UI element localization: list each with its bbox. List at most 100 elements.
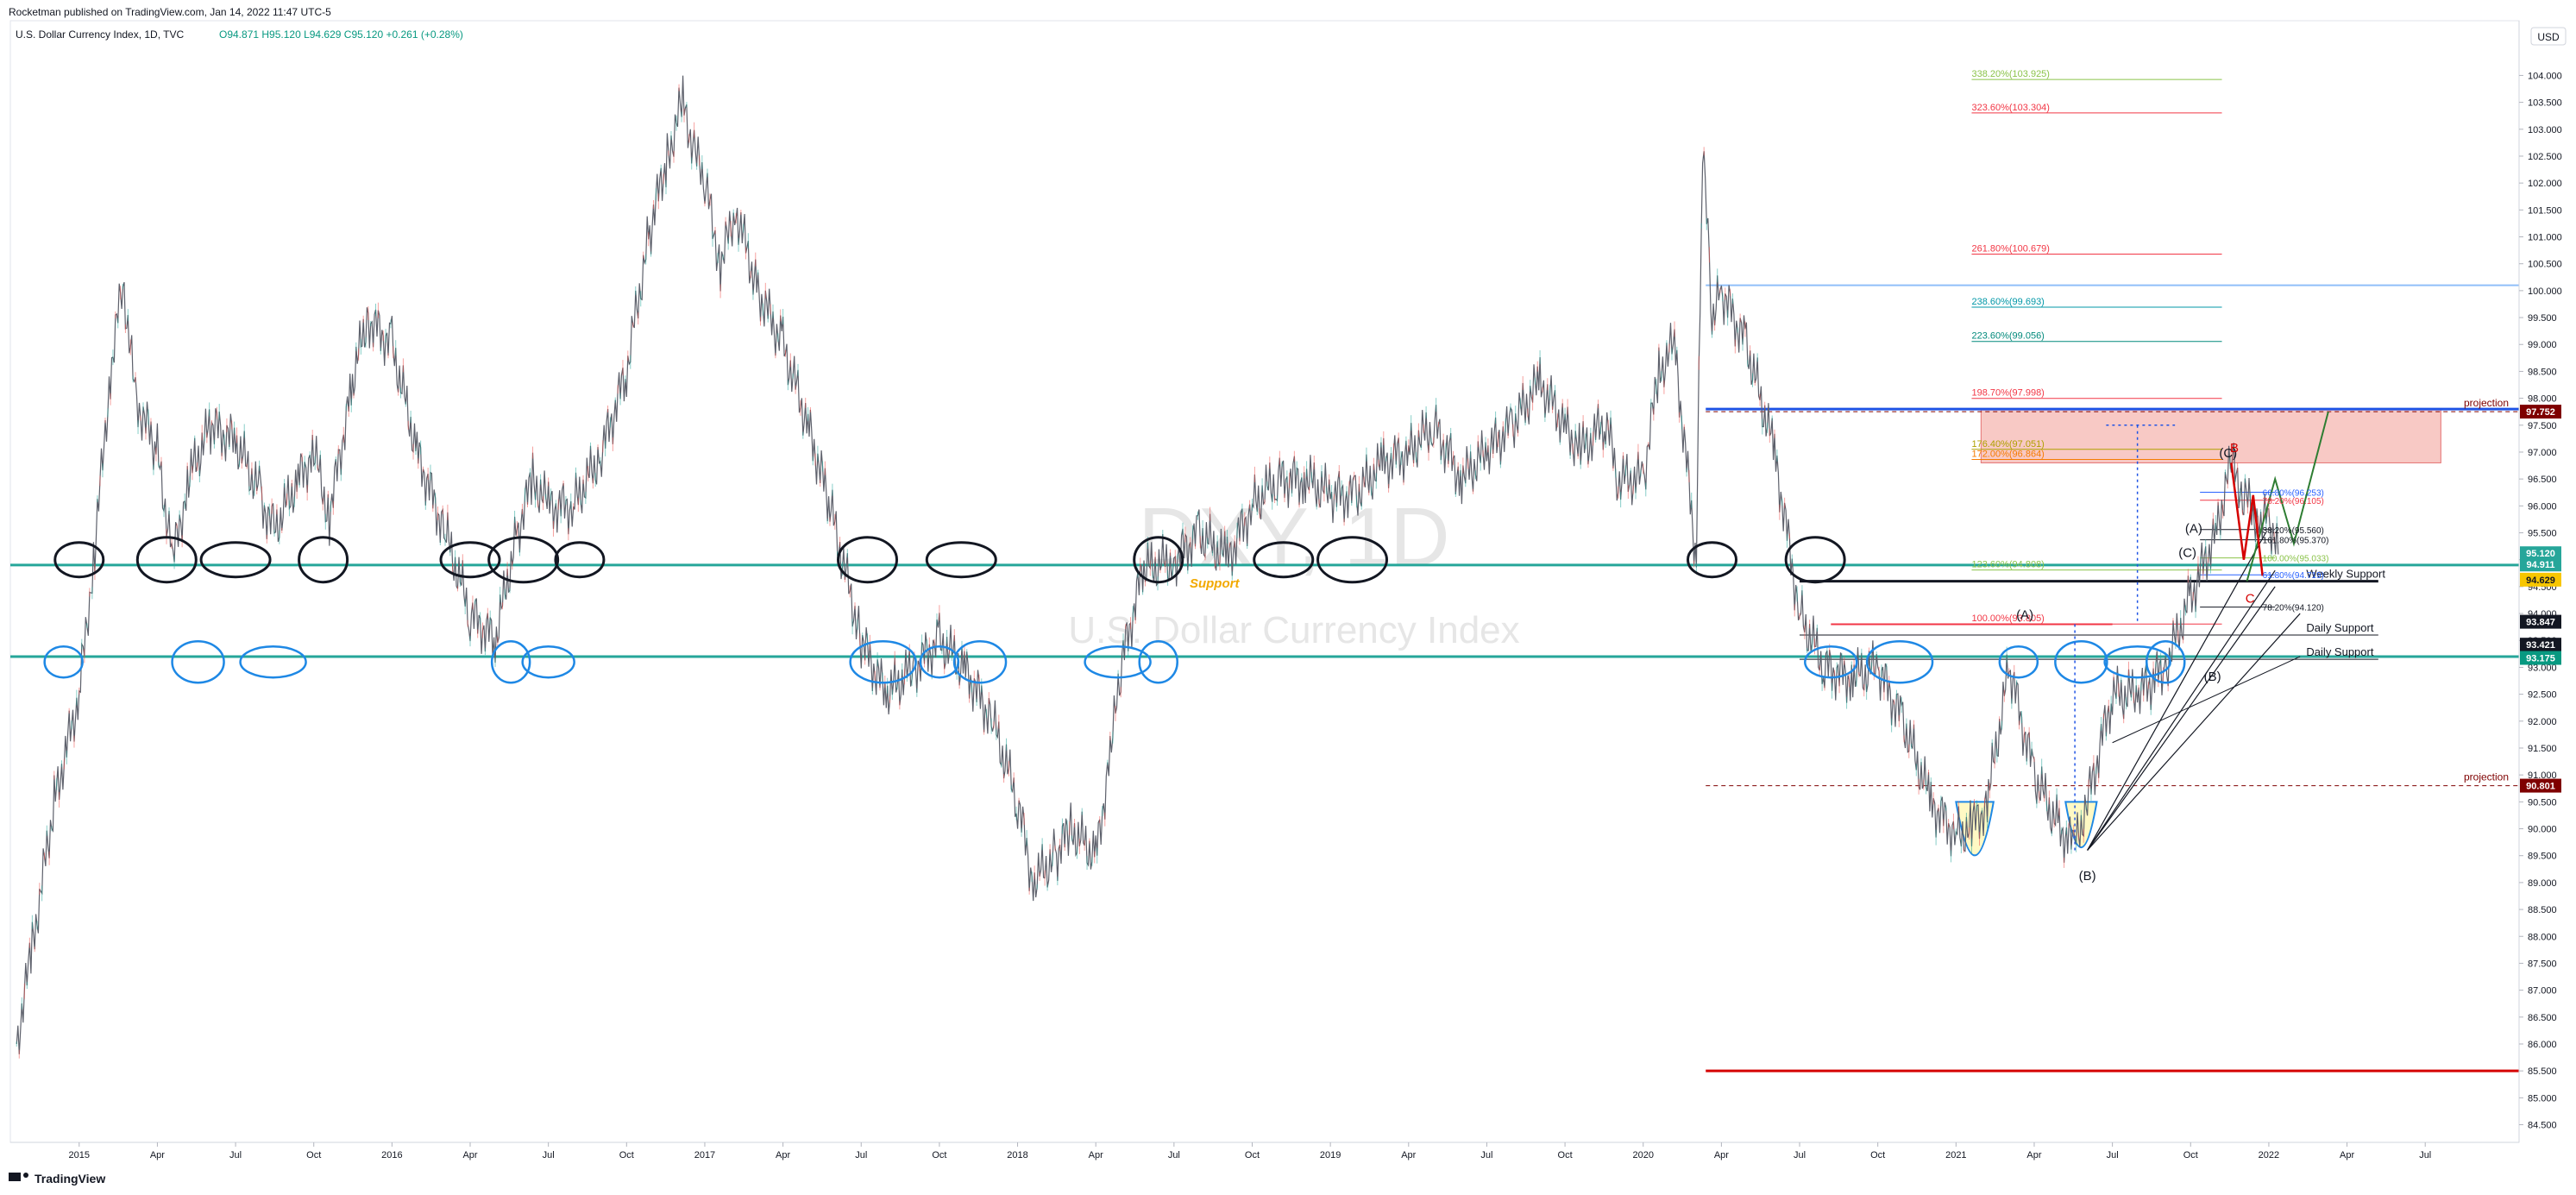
support-retest-circle (1138, 639, 1178, 684)
support-retest-circle (43, 645, 84, 679)
wave-label: (A) (2016, 607, 2033, 622)
time-tick-label: Apr (2340, 1150, 2354, 1160)
fib-level-label: 198.70%(97.998) (1971, 388, 2044, 399)
time-tick-label: Oct (2183, 1150, 2198, 1160)
price-tick-label: 95.500 (2528, 529, 2557, 539)
fib-level-label: 223.60%(99.056) (1971, 331, 2044, 342)
symbol-title: U.S. Dollar Currency Index, 1D, TVC (16, 28, 185, 41)
price-tick-label: 96.000 (2528, 501, 2557, 512)
time-tick-label: 2018 (1007, 1150, 1027, 1160)
support-touch-circle (1316, 536, 1389, 584)
price-badge-label: 93.175 (2526, 654, 2555, 664)
publisher-line: Rocketman published on TradingView.com, … (9, 6, 331, 18)
price-tick-label: 90.000 (2528, 825, 2557, 835)
target-zone (1980, 408, 2441, 463)
support-touch-circle (1687, 541, 1738, 579)
price-badge (2520, 546, 2561, 561)
time-tick-label: Jul (543, 1150, 555, 1160)
trend-line (2087, 569, 2276, 851)
support-touch-circle (199, 541, 272, 579)
level-labels-layer: Support Weekly Support Daily Support Daily … (1190, 69, 2509, 884)
small-fib-label: 161.80%(95.370) (2263, 537, 2329, 546)
price-badge (2520, 405, 2561, 419)
support-level-label: Daily Support (2306, 645, 2373, 658)
fib-level-label: 100.00%(93.805) (1971, 613, 2044, 624)
price-tick-label: 85.000 (2528, 1093, 2557, 1104)
support-retest-circle (521, 645, 575, 679)
price-tick-label: 92.000 (2528, 717, 2557, 727)
fib-level-label: 172.00%(96.864) (1971, 449, 2044, 459)
time-tick-label: Oct (306, 1150, 321, 1160)
support-retest-circle (2103, 645, 2171, 679)
fib-level-label: 261.80%(100.679) (1971, 244, 2050, 255)
trend-line (2087, 613, 2301, 851)
tradingview-logo[interactable]: TradingView (9, 1172, 105, 1186)
time-tick-label: 2021 (1945, 1150, 1966, 1160)
time-tick-label: Apr (1401, 1150, 1416, 1160)
time-tick-label: 2020 (1632, 1150, 1653, 1160)
price-badge-label: 94.629 (2526, 575, 2555, 586)
trend-line (2087, 532, 2266, 851)
fib-level-label: 323.60%(103.304) (1971, 103, 2050, 113)
price-tick-label: 91.000 (2528, 770, 2557, 781)
watermark-name: U.S. Dollar Currency Index (1068, 609, 1519, 651)
price-tick-label: 91.500 (2528, 744, 2557, 754)
support-touch-circle (298, 536, 349, 584)
projection-label: projection (2464, 771, 2509, 783)
price-badge-label: 94.911 (2526, 560, 2554, 570)
support-touch-circle (925, 541, 997, 579)
support-retest-circle (2054, 639, 2108, 684)
currency-badge[interactable] (2530, 27, 2567, 46)
time-tick-label: 2019 (1320, 1150, 1341, 1160)
support-retest-circle (1998, 645, 2039, 679)
time-tick-label: Jul (1480, 1150, 1492, 1160)
projection-label: projection (2464, 397, 2509, 409)
price-tick-label: 86.000 (2528, 1040, 2557, 1050)
price-layer (16, 75, 2279, 1059)
price-tick-label: 100.500 (2528, 260, 2562, 270)
price-tick-label: 103.000 (2528, 125, 2562, 135)
support-retest-circle (490, 639, 531, 684)
wave-label: (C) (2178, 546, 2196, 561)
small-fib-label: 78.20%(94.120) (2263, 604, 2324, 613)
support-touch-circle (1133, 536, 1184, 584)
price-badge (2520, 572, 2561, 587)
time-tick-label: 2016 (381, 1150, 402, 1160)
price-axis[interactable]: 104.000 103.500 103.000 102.500 102.000 101.5… (2519, 71, 2562, 1131)
support-level-label: Weekly Support (2306, 568, 2385, 581)
price-tick-label: 93.000 (2528, 663, 2557, 673)
time-tick-label: 2015 (69, 1150, 90, 1160)
price-badge-label: 95.120 (2526, 549, 2555, 559)
support-touch-circle (487, 536, 560, 584)
wave-label: C (2246, 592, 2255, 607)
time-tick-label: Oct (1558, 1150, 1573, 1160)
time-tick-label: Jul (229, 1150, 242, 1160)
price-tick-label: 98.000 (2528, 394, 2557, 405)
support-retest-circle (1804, 645, 1858, 679)
support-retest-circle (2146, 639, 2186, 684)
time-axis[interactable]: 2015 Apr Jul Oct 2016 Apr Jul Oct 2017 Apr Jul Oct 2… (69, 1142, 2432, 1160)
price-badge (2520, 778, 2561, 793)
time-tick-label: Jul (1168, 1150, 1180, 1160)
support-retest-circle (952, 639, 1008, 684)
time-tick-label: Oct (1870, 1150, 1885, 1160)
time-tick-label: Oct (932, 1150, 946, 1160)
price-tick-label: 86.500 (2528, 1013, 2557, 1023)
time-tick-label: Apr (1089, 1150, 1103, 1160)
price-tick-label: 88.000 (2528, 932, 2557, 942)
time-tick-label: Jul (2419, 1150, 2431, 1160)
price-badge-label: 97.752 (2526, 407, 2555, 418)
price-tick-label: 101.500 (2528, 205, 2562, 216)
support-retest-circle (919, 645, 960, 679)
price-tick-label: 104.000 (2528, 71, 2562, 81)
price-tick-label: 85.500 (2528, 1066, 2557, 1077)
time-tick-label: Jul (855, 1150, 867, 1160)
support-label: Support (1190, 576, 1240, 591)
support-touch-circle (837, 536, 899, 584)
small-fib-label: 66.80%(96.253) (2263, 489, 2324, 499)
wave-label: (B) (2204, 670, 2221, 684)
time-tick-label: 2017 (694, 1150, 715, 1160)
price-tick-label: 92.500 (2528, 690, 2557, 701)
small-fib-label: 78.20%(96.105) (2263, 497, 2324, 506)
